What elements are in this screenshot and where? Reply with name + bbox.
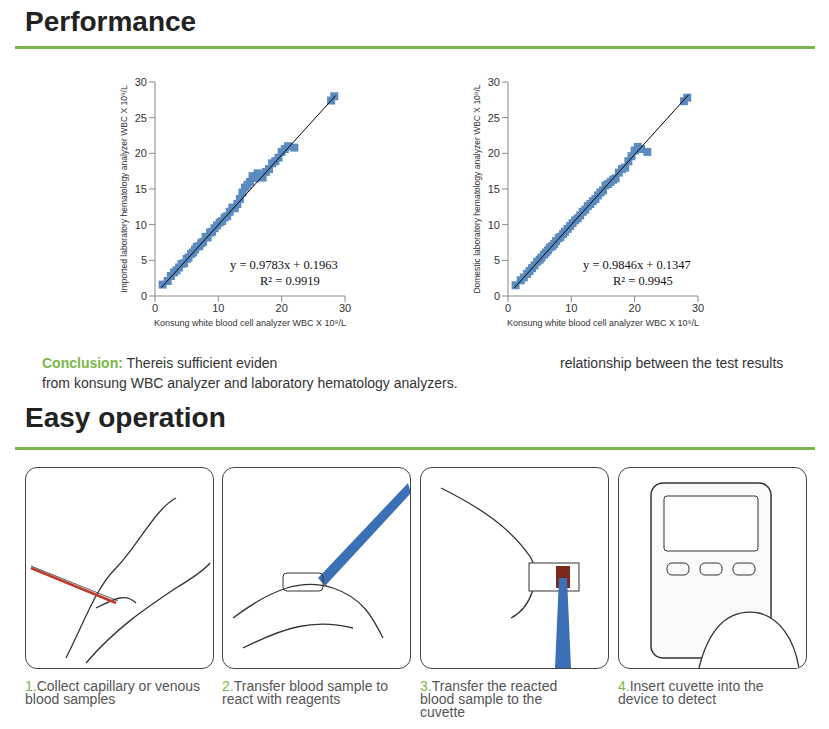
svg-text:30: 30: [488, 76, 500, 88]
svg-text:15: 15: [135, 183, 147, 195]
svg-text:Imported laboratory hematology: Imported laboratory hematology analyzer …: [119, 85, 129, 293]
svg-text:20: 20: [629, 302, 641, 314]
html-text:Easy operation: Easy operation: [25, 402, 226, 433]
svg-text:Konsung white blood cell analy: Konsung white blood cell analyzer WBC X …: [507, 318, 699, 328]
svg-text:30: 30: [339, 302, 351, 314]
svg-text:20: 20: [488, 147, 500, 159]
svg-text:30: 30: [135, 76, 147, 88]
svg-text:15: 15: [488, 183, 500, 195]
svg-text:10: 10: [488, 219, 500, 231]
html-text:2. Transfer blood sample to re: 2. Transfer blood sample to react with r…: [222, 678, 388, 707]
svg-text:5: 5: [141, 254, 147, 266]
html-text:1. Collect capillary or venous: 1. Collect capillary or venous blood sam…: [25, 678, 201, 707]
svg-text:10: 10: [135, 219, 147, 231]
svg-text:20: 20: [135, 147, 147, 159]
html-text:y = 0.9783x + 0.1963: y = 0.9783x + 0.1963: [230, 258, 338, 272]
svg-text:30: 30: [692, 302, 704, 314]
svg-text:0: 0: [505, 302, 511, 314]
svg-text:10: 10: [212, 302, 224, 314]
svg-text:Konsung white blood cell analy: Konsung white blood cell analyzer WBC X …: [154, 318, 346, 328]
html-text:relationship between the test: relationship between the test results: [560, 355, 784, 371]
svg-text:Domestic laboratory hematology: Domestic laboratory hematology analyzer …: [472, 84, 482, 293]
svg-text:25: 25: [135, 112, 147, 124]
html-text:R² = 0.9945: R² = 0.9945: [613, 274, 673, 288]
html-text:from konsung WBC analyzer and: from konsung WBC analyzer and laboratory…: [42, 375, 458, 391]
html-text:y = 0.9846x + 0.1347: y = 0.9846x + 0.1347: [583, 258, 691, 272]
html-text:Performance: Performance: [25, 6, 197, 37]
svg-text:25: 25: [488, 112, 500, 124]
svg-text:0: 0: [141, 290, 147, 302]
html-text:3. Transfer the reacted blood: 3. Transfer the reacted blood sample to …: [420, 678, 558, 720]
svg-text:0: 0: [494, 290, 500, 302]
html-text:R² = 0.9919: R² = 0.9919: [260, 274, 320, 288]
svg-text:5: 5: [494, 254, 500, 266]
svg-text:0: 0: [152, 302, 158, 314]
html-text:4. Insert cuvette into the dev: 4. Insert cuvette into the device to det…: [618, 678, 764, 707]
html-text:Conclusion: Thereis sufficient: Conclusion: Thereis sufficient eviden: [42, 355, 278, 371]
svg-text:10: 10: [565, 302, 577, 314]
svg-text:20: 20: [276, 302, 288, 314]
